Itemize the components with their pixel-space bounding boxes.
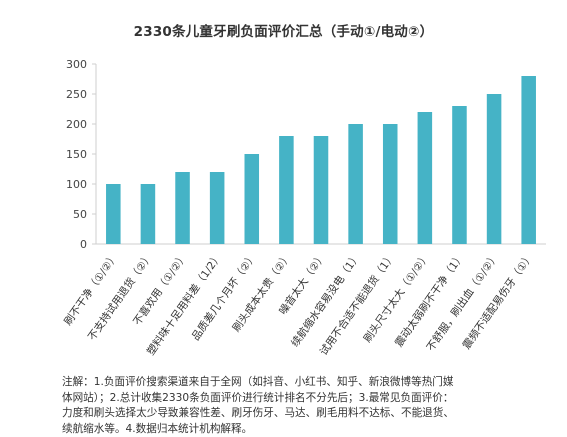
bar bbox=[521, 76, 536, 244]
x-tick-label: 续航缩水容易没电（1） bbox=[288, 250, 363, 349]
bar bbox=[245, 154, 260, 244]
footnote-line: 注解：1.负面评价搜索渠道来自于全网（如抖音、小红书、知乎、新浪微博等热门媒 bbox=[62, 375, 522, 391]
y-tick-label: 50 bbox=[73, 208, 87, 221]
y-tick-label: 100 bbox=[66, 178, 87, 191]
x-tick-label: 刷头尺寸太大（①/②） bbox=[361, 250, 433, 345]
x-tick-label: 不支持试用退货（②） bbox=[85, 250, 155, 343]
footnote-line: 体网站）；2.总计收集2330条负面评价进行统计排名不分先后；3.最常见负面评价… bbox=[62, 391, 522, 407]
footnote-line: 力度和刷头选择太少导致兼容性差、刷牙伤牙、马达、刷毛用料不达标、不能退货、 bbox=[62, 406, 522, 422]
bar bbox=[314, 136, 329, 244]
bar bbox=[487, 94, 502, 244]
bar bbox=[452, 106, 467, 244]
y-tick-label: 200 bbox=[66, 118, 87, 131]
bar bbox=[383, 124, 398, 244]
bar bbox=[348, 124, 363, 244]
bar bbox=[210, 172, 225, 244]
x-tick-label: 震动太弱刷不干净（1） bbox=[392, 250, 467, 349]
y-tick-label: 150 bbox=[66, 148, 87, 161]
bar bbox=[175, 172, 190, 244]
y-tick-label: 300 bbox=[66, 58, 87, 71]
bar bbox=[106, 184, 121, 244]
y-tick-label: 250 bbox=[66, 88, 87, 101]
x-tick-label: 刷头成本太贵（②） bbox=[230, 250, 294, 334]
bar bbox=[141, 184, 156, 244]
footnote: 注解：1.负面评价搜索渠道来自于全网（如抖音、小红书、知乎、新浪微博等热门媒 体… bbox=[62, 375, 522, 437]
bar bbox=[418, 112, 433, 244]
x-tick-label: 品质差几个月坏（②） bbox=[189, 250, 259, 343]
footnote-line: 续航缩水等。4.数据归本统计机构解释。 bbox=[62, 422, 522, 437]
bar bbox=[279, 136, 294, 244]
y-tick-label: 0 bbox=[80, 238, 87, 251]
